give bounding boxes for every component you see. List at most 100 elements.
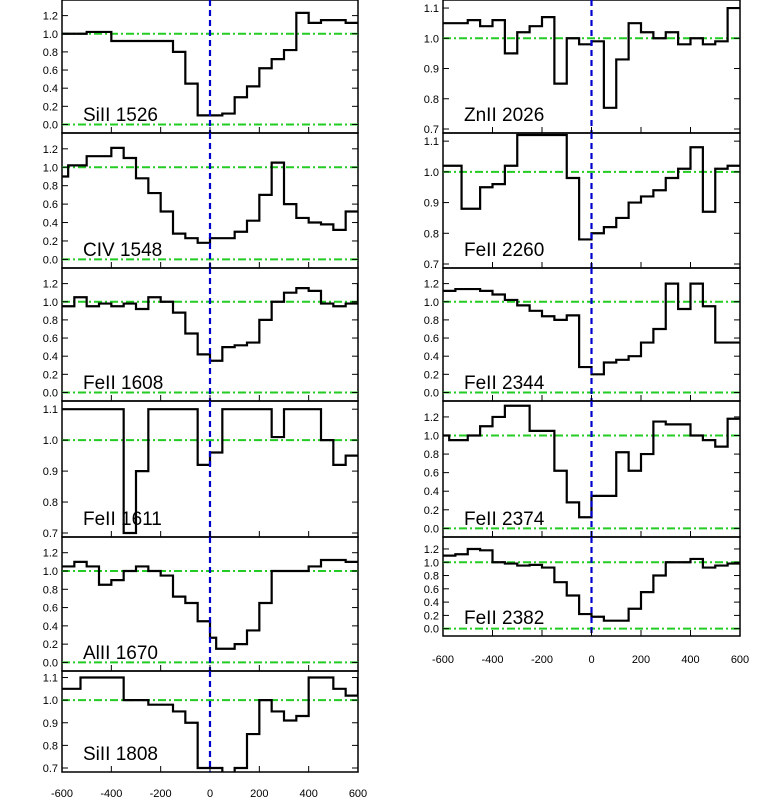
y-tick-label: 0.6: [43, 199, 58, 211]
profile-line: [62, 676, 358, 772]
y-tick-label: 1.1: [424, 136, 439, 148]
y-tick-label: 0.8: [424, 228, 439, 240]
x-tick-label: 600: [731, 654, 749, 666]
y-tick-label: 0.8: [43, 47, 58, 59]
y-tick-label: 0.0: [43, 119, 58, 131]
y-tick-label: 0.4: [424, 597, 439, 609]
y-tick-label: 1.0: [424, 167, 439, 179]
y-tick-label: 0.0: [43, 387, 58, 399]
panel-label: FeII 2260: [464, 240, 544, 261]
y-tick-label: 0.2: [424, 369, 439, 381]
y-tick-label: 0.8: [43, 740, 58, 752]
y-tick-label: 0.0: [424, 387, 439, 399]
y-tick-label: 0.8: [43, 497, 58, 509]
y-tick-label: 0.6: [43, 603, 58, 615]
panel-siii-1526: 0.0 0.2 0.4 0.6 0.8 1.0 1.2 SiII 1526: [43, 0, 359, 134]
panel-feii-1611: 0.7 0.8 0.9 1.0 1.1 FeII 1611: [43, 400, 359, 540]
x-tick-label: 0: [588, 654, 594, 666]
panel-label: SiII 1808: [83, 744, 158, 765]
y-tick-label: 1.0: [43, 566, 58, 578]
y-tick-label: 1.0: [424, 297, 439, 309]
x-tick-label: -400: [100, 788, 122, 800]
panel-label: ZnII 2026: [464, 105, 544, 126]
panel-civ-1548: 0.0 0.2 0.4 0.6 0.8 1.0 1.2 CIV 1548: [43, 132, 359, 269]
y-tick-label: 1.0: [43, 695, 58, 707]
y-tick-label: 0.8: [43, 584, 58, 596]
y-tick-label: 1.0: [43, 435, 58, 447]
y-tick-label: 0.2: [424, 505, 439, 517]
x-tick-label: 400: [681, 654, 699, 666]
y-tick-label: 0.9: [424, 198, 439, 210]
y-tick-label: 0.8: [424, 94, 439, 106]
y-tick-label: 0.0: [424, 624, 439, 636]
profile-line: [62, 558, 358, 650]
y-tick-label: 0.2: [43, 101, 58, 113]
profile-line: [62, 11, 358, 117]
y-tick-label: 1.0: [424, 431, 439, 443]
y-tick-label: 0.2: [43, 236, 58, 248]
panel-feii-1608: 0.0 0.2 0.4 0.6 0.8 1.0 1.2 FeII 1608: [43, 267, 359, 402]
y-tick-label: 1.1: [424, 3, 439, 15]
x-tick-label: 200: [250, 788, 268, 800]
y-tick-label: 0.7: [43, 763, 58, 775]
y-tick-label: 0.6: [43, 333, 58, 345]
panel-label: FeII 2344: [464, 373, 545, 394]
y-tick-label: 0.6: [424, 584, 439, 596]
y-tick-label: 1.0: [43, 162, 58, 174]
y-tick-label: 0.2: [43, 369, 58, 381]
y-tick-label: 0.0: [424, 523, 439, 535]
panel-label: CIV 1548: [83, 240, 162, 261]
y-tick-label: 1.0: [424, 557, 439, 569]
y-tick-label: 1.0: [43, 297, 58, 309]
y-tick-label: 1.2: [43, 144, 58, 156]
y-tick-label: 0.9: [424, 64, 439, 76]
y-tick-label: 0.7: [43, 528, 58, 540]
y-tick-label: 0.8: [424, 449, 439, 461]
x-tick-label: 0: [207, 788, 213, 800]
y-tick-label: 1.2: [424, 544, 439, 556]
panel-label: FeII 1611: [83, 509, 162, 530]
y-tick-label: 1.1: [43, 404, 58, 416]
y-tick-label: 0.8: [424, 315, 439, 327]
y-tick-label: 0.6: [424, 333, 439, 345]
y-tick-label: 1.2: [43, 11, 58, 23]
y-tick-label: 1.2: [43, 548, 58, 560]
y-tick-label: 0.9: [43, 718, 58, 730]
y-tick-label: 0.4: [424, 351, 439, 363]
panel-siii-1808: 0.7 0.8 0.9 1.0 1.1 SiII 1808: [43, 670, 359, 775]
y-tick-label: 1.1: [43, 673, 58, 685]
y-tick-label: 0.2: [43, 639, 58, 651]
y-tick-label: 1.0: [43, 29, 58, 41]
y-tick-label: 1.0: [424, 33, 439, 45]
x-tick-label: -600: [432, 654, 454, 666]
profile-line: [443, 133, 740, 241]
y-tick-label: 0.0: [43, 254, 58, 266]
x-tick-label: 600: [349, 788, 367, 800]
x-tick-label: -400: [481, 654, 503, 666]
y-tick-label: 0.4: [424, 486, 439, 498]
y-tick-label: 0.0: [43, 657, 58, 669]
y-tick-label: 0.8: [43, 315, 58, 327]
y-tick-label: 0.4: [43, 83, 58, 95]
x-tick-label: -200: [531, 654, 553, 666]
y-tick-label: 0.7: [424, 124, 439, 136]
profile-line: [62, 408, 358, 535]
y-tick-label: 0.4: [43, 351, 58, 363]
y-tick-label: 1.2: [43, 279, 58, 291]
profile-line: [443, 547, 740, 622]
panel-feii-2374: 0.0 0.2 0.4 0.6 0.8 1.0 1.2 FeII 2374: [424, 400, 741, 538]
panel-alii-1670: 0.0 0.2 0.4 0.6 0.8 1.0 1.2 AlII 1670: [43, 536, 359, 672]
panel-label: FeII 1608: [83, 373, 163, 394]
y-tick-label: 0.8: [424, 571, 439, 583]
profile-line: [62, 146, 358, 244]
panel-label: FeII 2382: [464, 608, 544, 629]
panel-label: FeII 2374: [464, 509, 545, 530]
x-tick-label: 200: [632, 654, 650, 666]
y-tick-label: 0.4: [43, 621, 58, 633]
panel-label: SiII 1526: [83, 105, 158, 126]
panel-feii-2260: 0.7 0.8 0.9 1.0 1.1 FeII 2260: [424, 132, 741, 271]
panel-znii-2026: 0.7 0.8 0.9 1.0 1.1 ZnII 2026: [424, 0, 741, 136]
x-tick-label: -200: [150, 788, 172, 800]
y-tick-label: 0.9: [43, 466, 58, 478]
